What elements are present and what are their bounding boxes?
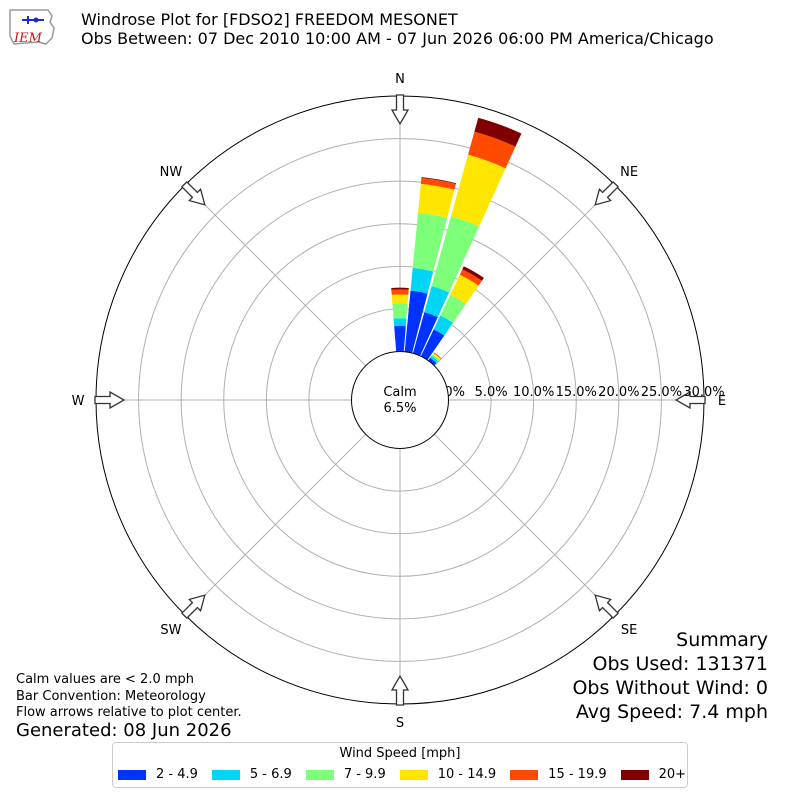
legend: Wind Speed [mph] 2 - 4.9 5 - 6.9 7 - 9.9 10… xyxy=(112,742,688,788)
flow-arrow-icon xyxy=(594,180,620,206)
windrose-bar-segment xyxy=(391,294,409,304)
legend-title: Wind Speed [mph] xyxy=(339,746,461,761)
radial-tick-label: 5.0% xyxy=(475,385,508,400)
flow-arrow-icon xyxy=(390,94,410,126)
svg-text:IEM: IEM xyxy=(13,31,43,46)
summary-obs-without-wind: Obs Without Wind: 0 xyxy=(572,677,768,699)
legend-item: 7 - 9.9 xyxy=(305,767,386,782)
windrose-bar-segment xyxy=(450,274,479,304)
radial-tick-label: 10.0% xyxy=(513,385,554,400)
chart-title: Windrose Plot for [FDSO2] FREEDOM MESONE… xyxy=(81,10,458,29)
legend-label: 5 - 6.9 xyxy=(249,767,292,782)
legend-item: 2 - 4.9 xyxy=(118,767,198,782)
compass-label: SW xyxy=(160,623,181,638)
calm-note: Calm values are < 2.0 mph xyxy=(16,672,195,687)
flow-arrow-icon xyxy=(94,390,126,410)
windrose-bar-segment xyxy=(404,290,428,354)
windrose-bar-segment xyxy=(459,269,482,286)
summary-avg-speed: Avg Speed: 7.4 mph xyxy=(575,701,768,723)
windrose-bar-segment xyxy=(430,355,439,363)
legend-swatch xyxy=(305,769,334,780)
compass-label: E xyxy=(718,394,726,409)
windrose-bar-segment xyxy=(391,289,409,295)
windrose-bar-segment xyxy=(393,318,407,327)
windrose-bar-segment xyxy=(450,154,506,227)
windrose-bar-segment xyxy=(433,352,442,359)
summary-obs-used: Obs Used: 131371 xyxy=(592,653,768,675)
calm-value: 6.5% xyxy=(383,401,416,416)
radial-tick-label: 15.0% xyxy=(556,385,597,400)
flow-arrow-icon xyxy=(180,180,206,206)
radial-tick-label: 30.0% xyxy=(683,385,724,400)
legend-label: 7 - 9.9 xyxy=(343,767,386,782)
generated-date: Generated: 08 Jun 2026 xyxy=(16,720,232,741)
legend-item: 10 - 14.9 xyxy=(399,767,497,782)
flow-arrow-icon xyxy=(594,594,620,620)
compass-label: S xyxy=(396,716,404,731)
windrose-bar-segment xyxy=(394,325,406,352)
windrose-bar-segment xyxy=(420,177,456,190)
summary-title: Summary xyxy=(676,629,768,651)
windrose-bar-segment xyxy=(440,294,467,323)
windrose-bar-segment xyxy=(412,212,448,272)
calm-circle xyxy=(351,351,449,449)
calm-label: Calm xyxy=(383,385,416,400)
windrose-bar-segment xyxy=(468,131,516,169)
chart-subtitle: Obs Between: 07 Dec 2010 10:00 AM - 07 J… xyxy=(81,29,714,48)
windrose-bar-segment xyxy=(428,357,437,366)
legend-item: 5 - 6.9 xyxy=(211,767,292,782)
compass-label: NW xyxy=(160,165,183,180)
iem-logo: IEM xyxy=(9,9,55,46)
legend-label: 2 - 4.9 xyxy=(156,767,198,782)
legend-swatch xyxy=(399,769,428,780)
windrose-bar-segment xyxy=(474,117,522,147)
summary-panel: Summary Obs Used: 131371 Obs Without Win… xyxy=(572,628,768,724)
windrose-bar-segment xyxy=(391,287,409,290)
windrose-bar-segment xyxy=(424,285,450,318)
flow-arrow-icon xyxy=(390,674,410,706)
windrose-bar-segment xyxy=(418,183,455,218)
windrose-bar-segment xyxy=(421,177,457,185)
flow-arrows-note: Flow arrows relative to plot center. xyxy=(16,705,242,720)
grid-spoke xyxy=(184,184,367,367)
radial-tick-label: 25.0% xyxy=(641,385,682,400)
compass-label: NE xyxy=(620,165,638,180)
legend-item: 20+ xyxy=(620,767,687,782)
grid-spoke xyxy=(184,433,367,616)
legend-item: 15 - 19.9 xyxy=(510,767,607,782)
legend-swatch xyxy=(211,769,240,780)
compass-label: SE xyxy=(621,623,637,638)
windrose-bar-segment xyxy=(392,302,408,319)
compass-label: N xyxy=(395,72,405,87)
windrose-bar-segment xyxy=(431,354,440,362)
legend-swatch xyxy=(118,769,146,780)
windrose-bar-segment xyxy=(432,352,441,360)
windrose-bar-segment xyxy=(420,329,445,361)
flow-arrow-icon xyxy=(180,594,206,620)
windrose-bar-segment xyxy=(462,266,484,281)
legend-swatch xyxy=(510,769,539,780)
bar-convention-note: Bar Convention: Meteorology xyxy=(16,689,206,704)
windrose-bar-segment xyxy=(412,312,438,356)
flow-arrow-icon xyxy=(674,390,706,410)
windrose-bar-segment xyxy=(433,315,454,336)
compass-label: W xyxy=(72,394,85,409)
windrose-bar-segment xyxy=(410,267,434,294)
legend-label: 10 - 14.9 xyxy=(437,767,497,782)
windrose-bar-segment xyxy=(431,216,480,293)
grid-spoke xyxy=(433,184,616,367)
radial-tick-label: 20.0% xyxy=(598,385,639,400)
legend-label: 15 - 19.9 xyxy=(548,767,607,782)
legend-swatch xyxy=(620,769,649,780)
legend-label: 20+ xyxy=(658,767,687,782)
grid-spoke xyxy=(433,433,616,616)
